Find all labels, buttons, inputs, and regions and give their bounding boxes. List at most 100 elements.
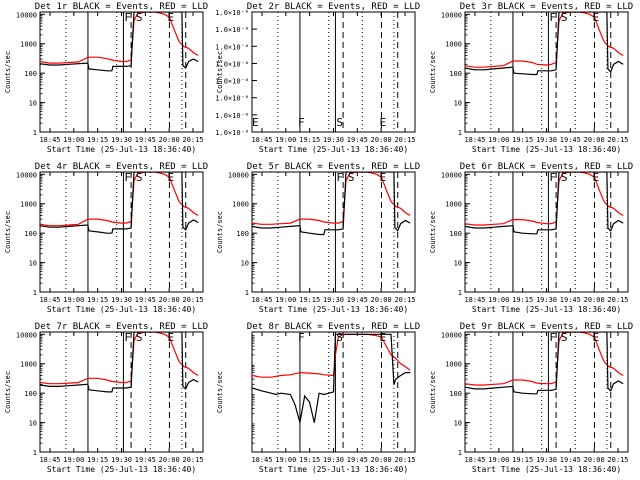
event-marker: E — [593, 331, 600, 344]
y-axis-label: Counts/sec — [4, 211, 12, 253]
x-tick-label: 19:15 — [87, 456, 108, 464]
y-tick-label: 10000 — [441, 171, 462, 179]
x-tick-label: 20:00 — [371, 456, 392, 464]
series-lld-line — [40, 12, 199, 64]
y-tick-label: 10 — [454, 100, 462, 108]
y-tick-label: 10000 — [441, 331, 462, 339]
y-tick-label: 10 — [241, 260, 249, 268]
x-tick-label: 19:30 — [536, 136, 557, 144]
panel-title: Det 7r BLACK = Events, RED = LLD — [35, 322, 208, 332]
x-tick-label: 19:30 — [323, 136, 344, 144]
y-tick-label: 10000 — [441, 11, 462, 19]
x-tick-label: 18:45 — [251, 296, 272, 304]
x-axis-label: Start Time (25-Jul-13 18:36:40) — [259, 305, 408, 314]
x-tick-label: 19:30 — [323, 456, 344, 464]
x-tick-label: 19:00 — [488, 296, 509, 304]
y-axis-label: Counts/sec — [216, 211, 224, 253]
y-tick-label: 10000 — [16, 331, 37, 339]
series-events-line — [40, 332, 199, 393]
x-tick-label: 19:30 — [323, 296, 344, 304]
x-tick-label: 19:45 — [560, 456, 581, 464]
x-tick-label: 19:00 — [63, 296, 84, 304]
x-tick-label: 19:15 — [299, 456, 320, 464]
plot-frame — [39, 11, 204, 133]
series-lld-line — [40, 332, 199, 385]
series-events-line — [252, 172, 411, 236]
x-tick-label: 20:15 — [182, 296, 203, 304]
event-marker: S — [136, 331, 143, 344]
series-events-line — [252, 333, 411, 423]
y-tick-label: 100 — [449, 230, 462, 238]
plot-frame — [39, 331, 204, 453]
event-marker: S — [136, 11, 143, 24]
x-tick-label: 18:45 — [464, 136, 485, 144]
event-marker: S — [136, 171, 143, 184]
x-tick-label: 20:15 — [607, 456, 628, 464]
y-tick-label: 100 — [24, 390, 37, 398]
x-tick-label: 20:15 — [182, 456, 203, 464]
x-tick-label: 20:00 — [371, 296, 392, 304]
x-tick-label: 20:00 — [159, 296, 180, 304]
event-marker: F — [549, 331, 556, 344]
x-tick-label: 19:00 — [275, 296, 296, 304]
x-tick-label: 19:45 — [135, 136, 156, 144]
x-tick-label: 20:15 — [182, 136, 203, 144]
x-axis-label: Start Time (25-Jul-13 18:36:40) — [472, 465, 621, 474]
event-marker: S — [348, 171, 355, 184]
y-axis-label: Counts/sec — [429, 211, 437, 253]
x-tick-label: 19:30 — [111, 456, 132, 464]
x-tick-label: 19:45 — [560, 296, 581, 304]
event-marker: F — [124, 11, 131, 24]
series-events-line — [40, 12, 199, 72]
y-tick-label: 1 — [33, 449, 37, 457]
series-lld-line — [465, 332, 624, 386]
event-marker: S — [561, 331, 568, 344]
y-tick-label: 1.0×10⁻⁶ — [215, 43, 249, 51]
x-tick-label: 18:45 — [251, 136, 272, 144]
x-tick-label: 19:15 — [87, 296, 108, 304]
y-tick-label: 1 — [458, 129, 462, 137]
x-axis-label: Start Time (25-Jul-13 18:36:40) — [259, 465, 408, 474]
x-tick-label: 19:00 — [63, 456, 84, 464]
panel-title: Det 4r BLACK = Events, RED = LLD — [35, 162, 208, 172]
event-marker: F — [298, 331, 305, 344]
y-tick-label: 10 — [29, 420, 37, 428]
y-axis-label: Counts/sec — [4, 371, 12, 413]
y-tick-label: 100 — [236, 230, 249, 238]
y-tick-label: 1000 — [20, 201, 37, 209]
x-tick-label: 20:00 — [159, 456, 180, 464]
y-tick-label: 1000 — [232, 201, 249, 209]
event-marker: E — [252, 116, 259, 129]
y-tick-label: 10 — [454, 420, 462, 428]
x-tick-label: 19:00 — [275, 456, 296, 464]
event-marker: S — [561, 11, 568, 24]
panel-title: Det 2r BLACK = Events, RED = LLD — [247, 2, 420, 12]
y-tick-label: 1.0×10⁻⁶ — [215, 9, 249, 17]
x-axis-label: Start Time (25-Jul-13 18:36:40) — [47, 145, 196, 154]
y-tick-label: 1000 — [20, 41, 37, 49]
x-tick-label: 19:45 — [135, 456, 156, 464]
panel-title: Det 8r BLACK = Events, RED = LLD — [247, 322, 420, 332]
panel-title: Det 1r BLACK = Events, RED = LLD — [35, 2, 208, 12]
event-marker: F — [336, 171, 343, 184]
y-tick-label: 1.0×10⁻⁶ — [215, 60, 249, 68]
y-tick-label: 1 — [458, 289, 462, 297]
x-tick-label: 19:45 — [347, 456, 368, 464]
event-marker: F — [124, 331, 131, 344]
x-tick-label: 19:30 — [536, 456, 557, 464]
y-tick-label: 1 — [33, 289, 37, 297]
y-tick-label: 10 — [454, 260, 462, 268]
event-marker: S — [336, 331, 343, 344]
event-marker: E — [593, 171, 600, 184]
plot-frame — [464, 331, 629, 453]
series-lld-line — [252, 333, 411, 378]
series-events-line — [465, 332, 624, 395]
y-tick-label: 1.0×10⁻⁶ — [215, 129, 249, 137]
x-tick-label: 20:15 — [607, 296, 628, 304]
y-tick-label: 1.0×10⁻⁶ — [215, 78, 249, 86]
x-tick-label: 19:45 — [347, 296, 368, 304]
x-axis-label: Start Time (25-Jul-13 18:36:40) — [47, 305, 196, 314]
series-lld-line — [40, 172, 199, 227]
